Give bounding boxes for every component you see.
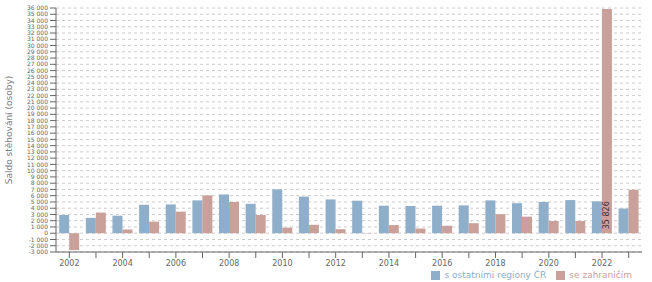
svg-text:20 000: 20 000 <box>27 104 48 111</box>
svg-text:18 000: 18 000 <box>27 117 48 124</box>
svg-text:1 000: 1 000 <box>31 223 48 230</box>
svg-text:-2 000: -2 000 <box>29 242 49 249</box>
svg-text:13 000: 13 000 <box>27 148 48 155</box>
html-text:se zahraničím: se zahraničím <box>569 270 632 280</box>
svg-text:25 000: 25 000 <box>27 73 48 80</box>
svg-text:16 000: 16 000 <box>27 129 48 136</box>
svg-text:-3 000: -3 000 <box>29 248 49 255</box>
svg-text:2012: 2012 <box>326 259 346 268</box>
svg-text:7 000: 7 000 <box>31 186 48 193</box>
svg-text:10 000: 10 000 <box>27 167 48 174</box>
svg-text:29 000: 29 000 <box>27 48 48 55</box>
svg-text:35 000: 35 000 <box>27 10 48 17</box>
svg-text:3 000: 3 000 <box>31 211 48 218</box>
svg-text:22 000: 22 000 <box>27 92 48 99</box>
svg-text:23 000: 23 000 <box>27 85 48 92</box>
svg-text:30 000: 30 000 <box>27 42 48 49</box>
svg-text:2006: 2006 <box>166 259 186 268</box>
svg-text:-1 000: -1 000 <box>29 236 49 243</box>
svg-text:33 000: 33 000 <box>27 23 48 30</box>
svg-text:5 000: 5 000 <box>31 198 48 205</box>
svg-text:14 000: 14 000 <box>27 142 48 149</box>
svg-text:9 000: 9 000 <box>31 173 48 180</box>
svg-text:2 000: 2 000 <box>31 217 48 224</box>
svg-text:21 000: 21 000 <box>27 98 48 105</box>
html-text:s ostatními regiony ČR: s ostatními regiony ČR <box>444 270 547 280</box>
svg-text:Saldo stěhování (osoby): Saldo stěhování (osoby) <box>8 76 14 184</box>
svg-text:15 000: 15 000 <box>27 136 48 143</box>
svg-text:2004: 2004 <box>112 259 132 268</box>
svg-text:0: 0 <box>44 229 48 236</box>
svg-text:4 000: 4 000 <box>31 204 48 211</box>
svg-text:27 000: 27 000 <box>27 60 48 67</box>
svg-text:31 000: 31 000 <box>27 35 48 42</box>
svg-text:2016: 2016 <box>432 259 452 268</box>
svg-text:34 000: 34 000 <box>27 17 48 24</box>
svg-text:2020: 2020 <box>539 259 559 268</box>
svg-text:32 000: 32 000 <box>27 29 48 36</box>
svg-text:24 000: 24 000 <box>27 79 48 86</box>
svg-text:11 000: 11 000 <box>27 161 48 168</box>
svg-text:36 000: 36 000 <box>27 4 48 11</box>
svg-text:26 000: 26 000 <box>27 67 48 74</box>
svg-text:2014: 2014 <box>379 259 399 268</box>
svg-text:19 000: 19 000 <box>27 110 48 117</box>
svg-text:2008: 2008 <box>219 259 239 268</box>
svg-text:35 826: 35 826 <box>602 201 611 229</box>
svg-text:17 000: 17 000 <box>27 123 48 130</box>
svg-text:6 000: 6 000 <box>31 192 48 199</box>
svg-text:2022: 2022 <box>592 259 612 268</box>
svg-text:28 000: 28 000 <box>27 54 48 61</box>
svg-text:8 000: 8 000 <box>31 179 48 186</box>
svg-text:12 000: 12 000 <box>27 154 48 161</box>
svg-text:2010: 2010 <box>272 259 292 268</box>
svg-text:2002: 2002 <box>59 259 79 268</box>
svg-text:2018: 2018 <box>485 259 505 268</box>
